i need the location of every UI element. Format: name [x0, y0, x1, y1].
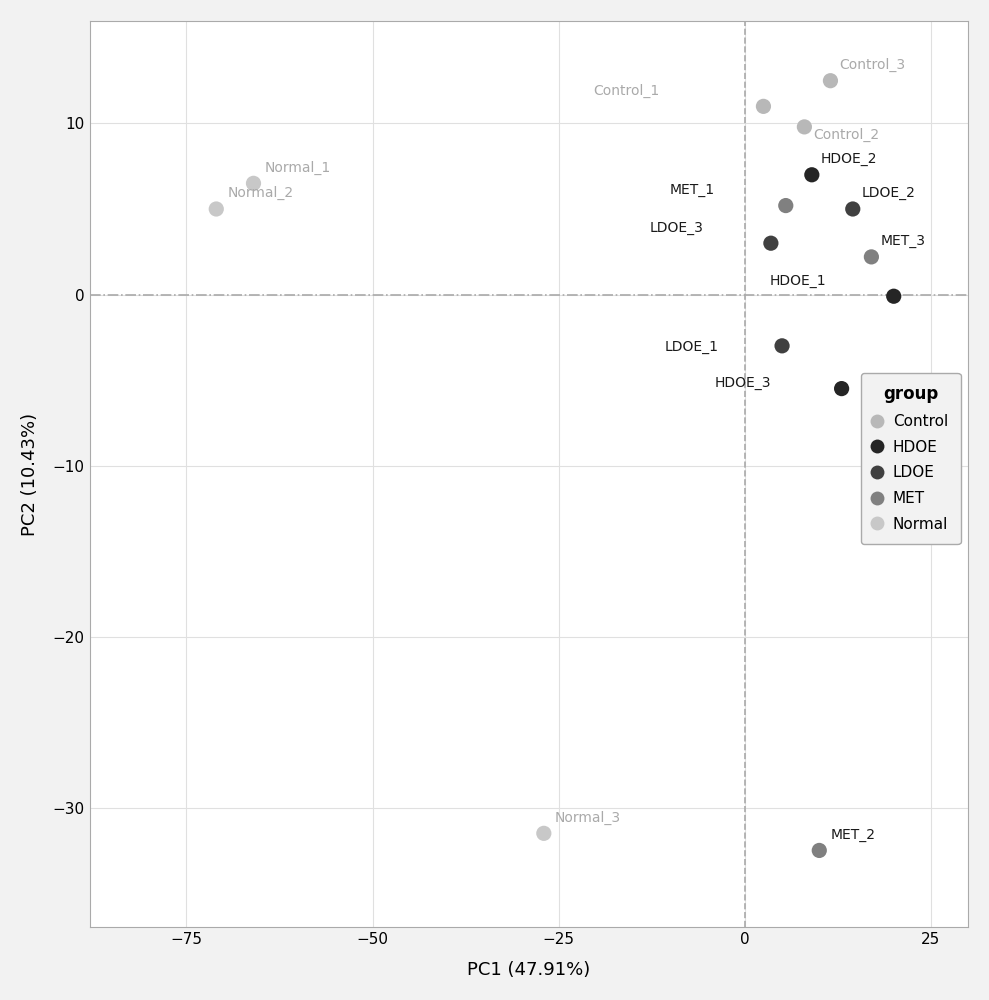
- Point: [536, 825, 552, 841]
- Point: [863, 249, 879, 265]
- Point: [796, 119, 812, 135]
- Text: Normal_2: Normal_2: [227, 186, 294, 200]
- Text: LDOE_2: LDOE_2: [861, 186, 916, 200]
- Text: Normal_3: Normal_3: [555, 811, 621, 825]
- Text: MET_2: MET_2: [831, 828, 875, 842]
- Point: [834, 381, 850, 397]
- Text: Normal_1: Normal_1: [265, 161, 331, 175]
- Text: LDOE_3: LDOE_3: [650, 221, 704, 235]
- Text: Control_1: Control_1: [593, 84, 660, 98]
- Text: HDOE_3: HDOE_3: [714, 376, 770, 390]
- X-axis label: PC1 (47.91%): PC1 (47.91%): [468, 961, 590, 979]
- Point: [886, 288, 902, 304]
- Y-axis label: PC2 (10.43%): PC2 (10.43%): [21, 413, 39, 536]
- Point: [804, 167, 820, 183]
- Point: [811, 842, 827, 858]
- Text: HDOE_2: HDOE_2: [821, 152, 877, 166]
- Point: [209, 201, 225, 217]
- Point: [756, 98, 771, 114]
- Text: LDOE_1: LDOE_1: [665, 340, 719, 354]
- Text: Control_3: Control_3: [840, 58, 906, 72]
- Text: MET_3: MET_3: [880, 234, 926, 248]
- Point: [845, 201, 860, 217]
- Text: MET_1: MET_1: [670, 183, 715, 197]
- Text: HDOE_1: HDOE_1: [770, 274, 827, 288]
- Point: [245, 175, 261, 191]
- Point: [774, 338, 790, 354]
- Point: [778, 198, 794, 214]
- Point: [763, 235, 778, 251]
- Legend: Control, HDOE, LDOE, MET, Normal: Control, HDOE, LDOE, MET, Normal: [860, 373, 960, 544]
- Text: Control_2: Control_2: [813, 128, 879, 142]
- Point: [823, 73, 839, 89]
